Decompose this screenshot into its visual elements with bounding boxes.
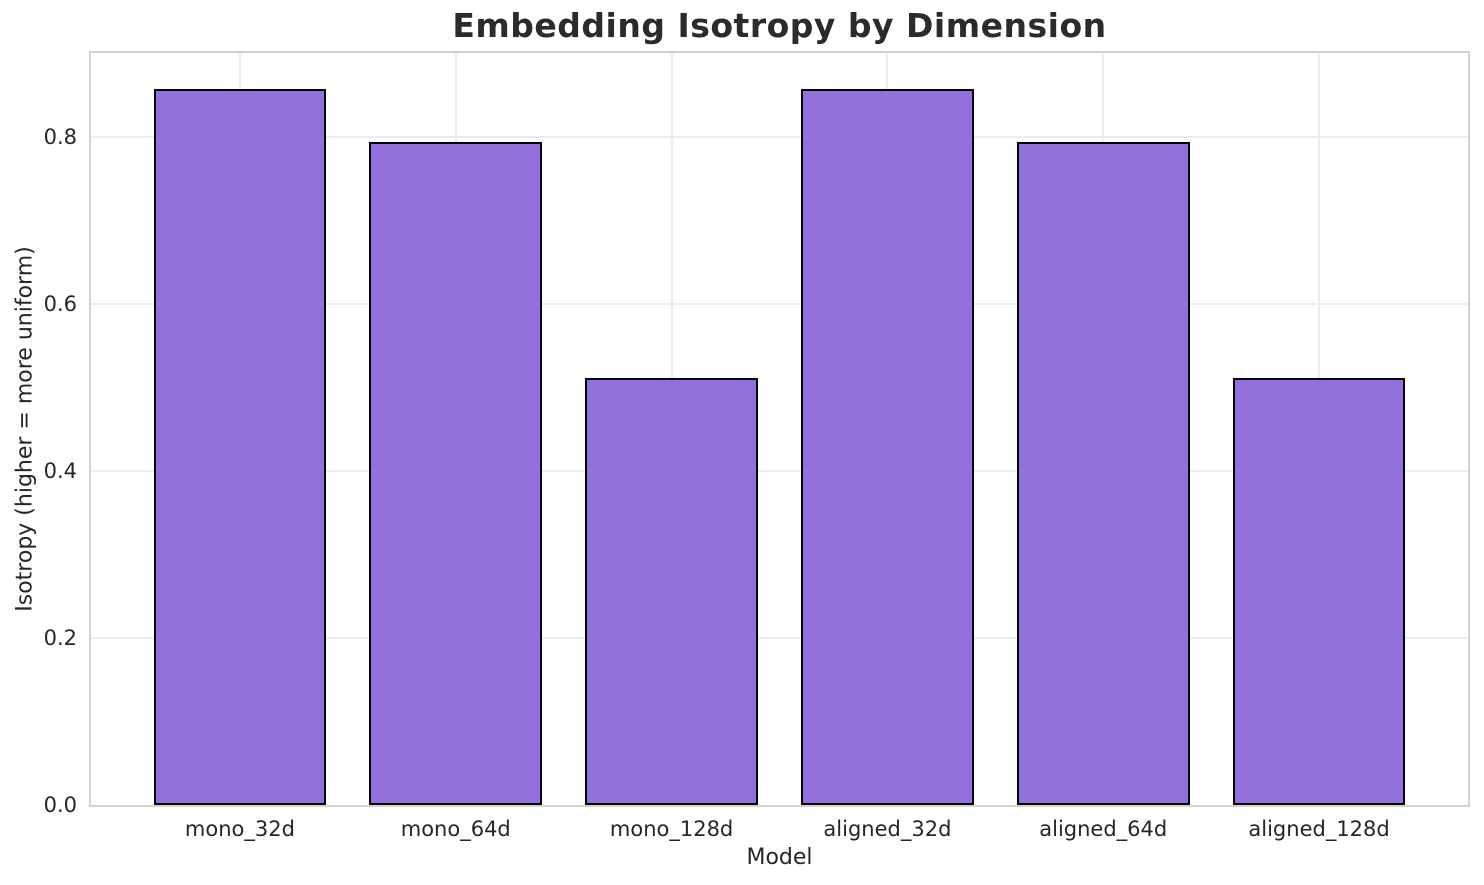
bar-aligned_64d [1016,142,1190,805]
x-tick-label: mono_128d [609,817,734,841]
y-tick-label: 0.2 [43,625,77,650]
x-tick-label: aligned_64d [1039,817,1168,841]
plot-area [89,51,1470,807]
x-tick-label: mono_64d [400,817,511,841]
chart-title: Embedding Isotropy by Dimension [452,6,1107,45]
bar-mono_32d [153,88,327,805]
x-axis-label: Model [746,845,813,870]
y-tick-label: 0.4 [43,458,77,483]
y-tick-label: 0.6 [43,291,77,316]
bar-mono_128d [585,378,758,805]
bar-mono_64d [369,142,543,805]
y-tick-label: 0.8 [43,124,77,149]
x-tick-label: mono_32d [184,817,295,841]
h-gridline [91,469,1468,472]
y-tick-label: 0.0 [43,793,77,817]
h-gridline [91,302,1468,305]
x-tick-label: aligned_32d [823,817,952,841]
bar-aligned_128d [1232,378,1406,805]
bar-aligned_32d [801,88,974,805]
h-gridline [91,636,1468,639]
x-tick-label: aligned_128d [1248,817,1390,841]
h-gridline [91,135,1468,138]
